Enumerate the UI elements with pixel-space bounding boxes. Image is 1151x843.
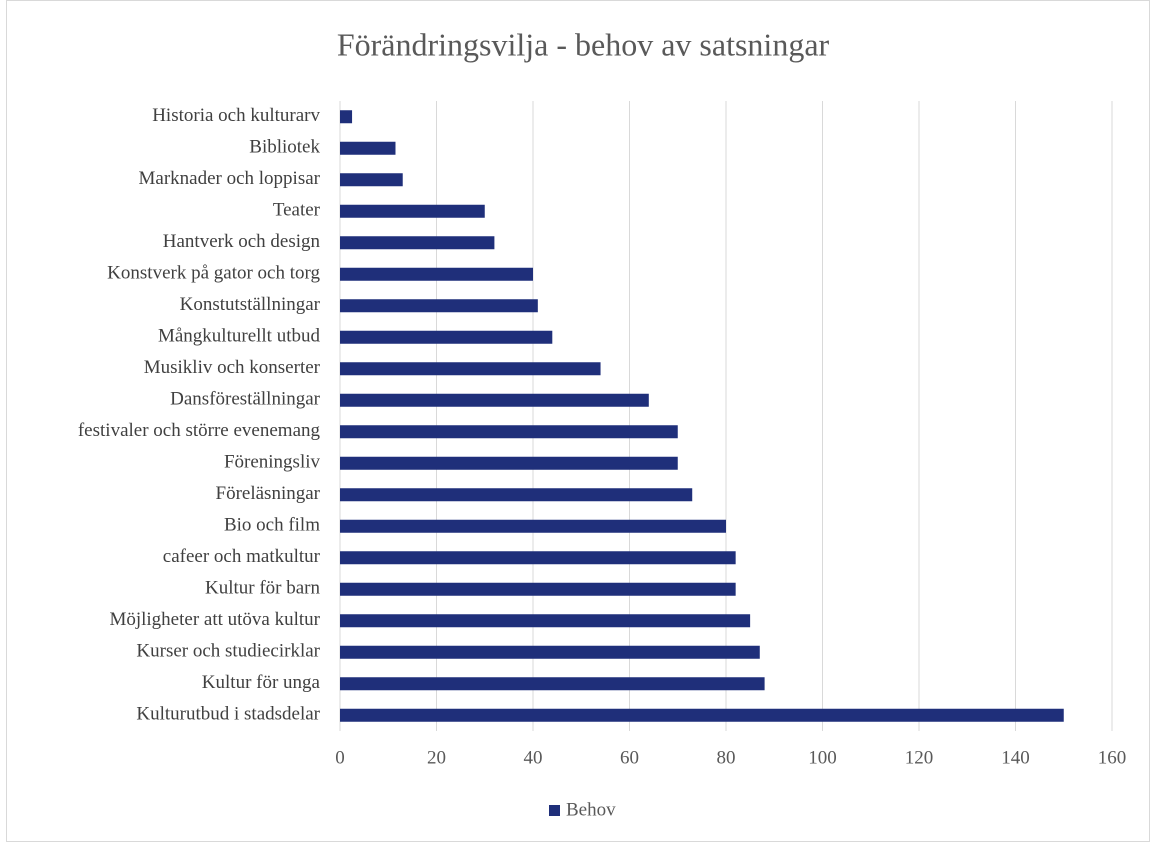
bar [340,519,726,533]
y-tick-label: Mångkulturellt utbud [158,326,321,347]
bar [340,614,751,628]
y-tick-label: Marknader och loppisar [139,168,321,189]
y-tick-label: Musikliv och konserter [144,357,321,378]
bar [340,708,1064,722]
y-tick-label: Dansföreställningar [170,389,321,410]
y-tick-label: Teater [273,200,321,221]
bar [340,110,353,124]
y-tick-label: Bio och film [224,515,320,536]
x-tick-label: 120 [905,747,934,768]
x-tick-label: 20 [427,747,446,768]
x-tick-label: 40 [524,747,543,768]
y-tick-label: cafeer och matkultur [163,546,321,567]
bar [340,299,538,313]
y-tick-label: Konstverk på gator och torg [107,263,320,284]
x-tick-label: 160 [1098,747,1127,768]
bar [340,677,765,691]
y-tick-label: Historia och kulturarv [152,105,320,126]
bar [340,425,678,439]
x-tick-label: 100 [808,747,837,768]
x-tick-label: 0 [335,747,345,768]
bar [340,488,693,502]
bar [340,582,736,596]
y-tick-label: Föreläsningar [216,483,321,504]
y-tick-label: Kurser och studiecirklar [136,641,320,662]
bar [340,330,553,344]
y-tick-label: Konstutställningar [180,294,321,315]
chart-border [6,0,1150,842]
bar [340,267,533,281]
bar [340,141,396,155]
bar [340,173,403,187]
y-tick-label: Bibliotek [249,137,320,158]
bar [340,236,495,250]
bar [340,456,678,470]
bar [340,551,736,565]
bar [340,362,601,376]
y-tick-label: festivaler och större evenemang [78,420,321,441]
y-tick-label: Hantverk och design [163,231,321,252]
legend-swatch [549,805,560,816]
bar [340,393,649,407]
y-tick-label: Möjligheter att utöva kultur [109,609,320,630]
x-tick-label: 80 [717,747,736,768]
x-tick-label: 140 [1001,747,1030,768]
legend-label: Behov [566,799,616,820]
chart-title: Förändringsvilja - behov av satsningar [337,26,830,62]
x-tick-label: 60 [620,747,639,768]
bar [340,645,760,659]
y-tick-label: Kulturutbud i stadsdelar [136,704,320,725]
bar [340,204,485,218]
y-tick-label: Kultur för unga [202,672,321,693]
y-tick-label: Kultur för barn [205,578,321,599]
y-tick-label: Föreningsliv [224,452,321,473]
